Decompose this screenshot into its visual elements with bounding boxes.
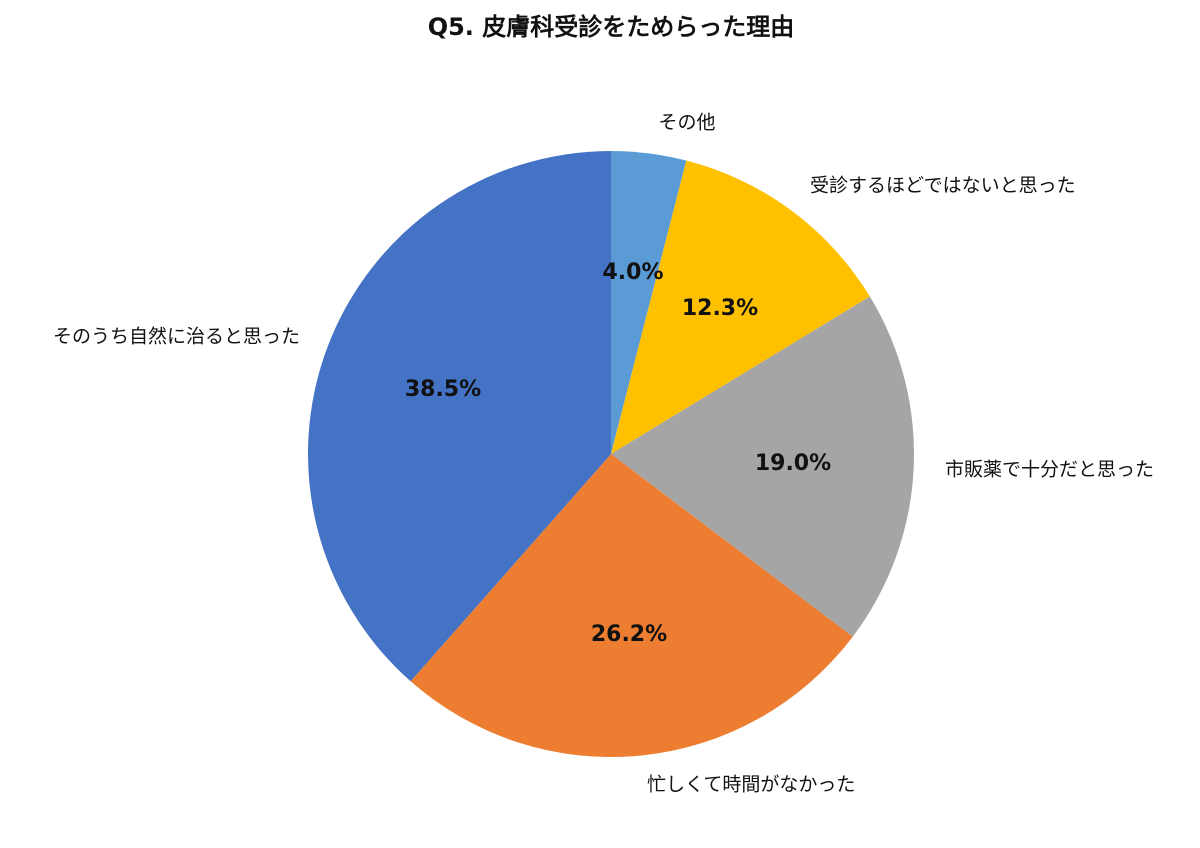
chart-title: Q5. 皮膚科受診をためらった理由	[428, 13, 795, 41]
value-label: 12.3%	[682, 296, 758, 321]
category-label: 受診するほどではないと思った	[810, 175, 1076, 197]
value-label: 19.0%	[755, 451, 831, 476]
pie-slice	[410, 454, 853, 757]
value-label: 38.5%	[405, 377, 481, 402]
category-label: その他	[658, 112, 715, 134]
pie-slice	[611, 160, 870, 455]
pie-slice	[611, 296, 914, 637]
category-label: 市販薬で十分だと思った	[945, 459, 1154, 481]
pie-slice	[308, 151, 611, 682]
pie-slice	[611, 151, 687, 454]
category-label: 忙しくて時間がなかった	[647, 774, 855, 796]
value-label: 26.2%	[591, 622, 667, 647]
value-label: 4.0%	[602, 260, 663, 285]
category-label: そのうち自然に治ると思った	[53, 326, 300, 348]
